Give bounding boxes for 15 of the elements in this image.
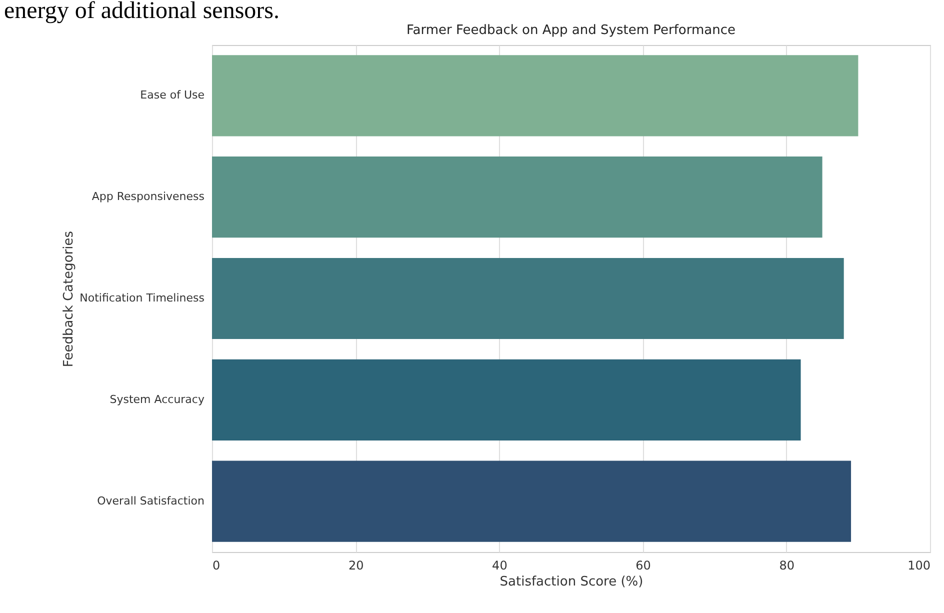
x-tick-label: 0 — [212, 558, 220, 572]
y-tick-label: Notification Timeliness — [80, 292, 205, 304]
x-tick-label: 60 — [636, 558, 651, 572]
x-tick-label: 40 — [492, 558, 508, 572]
y-tick-label: Ease of Use — [140, 88, 205, 102]
x-axis-title: Satisfaction Score (%) — [500, 574, 644, 590]
x-tick-label: 100 — [908, 558, 930, 572]
y-tick-label: System Accuracy — [110, 392, 205, 406]
y-axis-title: Feedback Categories — [62, 230, 77, 368]
y-tick-label: App Responsiveness — [92, 190, 205, 204]
chart-title: Farmer Feedback on App and System Performance — [406, 23, 736, 38]
x-tick-label: 80 — [779, 558, 795, 572]
y-tick-label: Overall Satisfaction — [97, 494, 205, 508]
text: energy of additional sensors. — [4, 0, 280, 24]
x-tick-label: 20 — [348, 558, 364, 572]
